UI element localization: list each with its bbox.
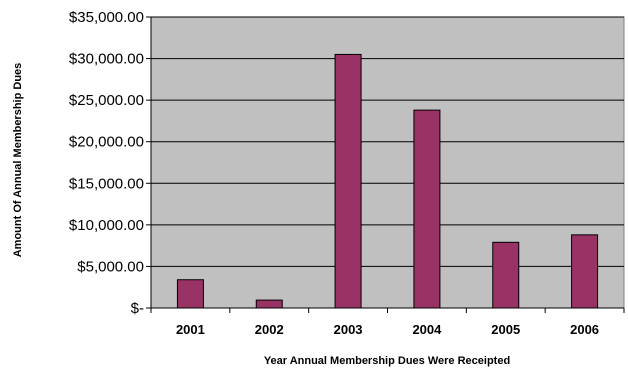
bar-2003 (334, 53, 362, 309)
gridlines (151, 16, 624, 267)
y-axis-label: Amount Of Annual Membership Dues (12, 63, 24, 258)
x-tick-label: 2002 (255, 322, 284, 337)
bar-2005 (492, 241, 520, 309)
y-tick-label: $5,000.00 (77, 258, 144, 275)
y-tick-label: $20,000.00 (69, 134, 144, 151)
x-axis-label: Year Annual Membership Dues Were Receipt… (264, 355, 510, 367)
y-tick-label: $- (131, 300, 144, 317)
y-tick-labels: $- $5,000.00 $10,000.00 $15,000.00 $20,000.0… (69, 9, 144, 317)
x-tick-label: 2005 (491, 322, 520, 337)
y-tick-label: $25,000.00 (69, 92, 144, 109)
bar-2001 (176, 279, 204, 309)
plot-area (150, 16, 625, 309)
y-tick-label: $15,000.00 (69, 175, 144, 192)
x-tick-label: 2001 (176, 322, 205, 337)
bar-2006 (571, 234, 599, 309)
bar-2004 (413, 109, 441, 309)
axes (146, 16, 625, 313)
y-tick-label: $30,000.00 (69, 51, 144, 68)
y-tick-label: $10,000.00 (69, 217, 144, 234)
y-tick-label: $35,000.00 (69, 9, 144, 26)
bars (176, 53, 599, 309)
x-tick-labels: 2001 2002 2003 2004 2005 2006 (176, 322, 599, 337)
bar-2002 (255, 299, 283, 309)
x-tick-label: 2004 (412, 322, 442, 337)
x-tick-label: 2003 (334, 322, 363, 337)
x-tick-label: 2006 (570, 322, 599, 337)
